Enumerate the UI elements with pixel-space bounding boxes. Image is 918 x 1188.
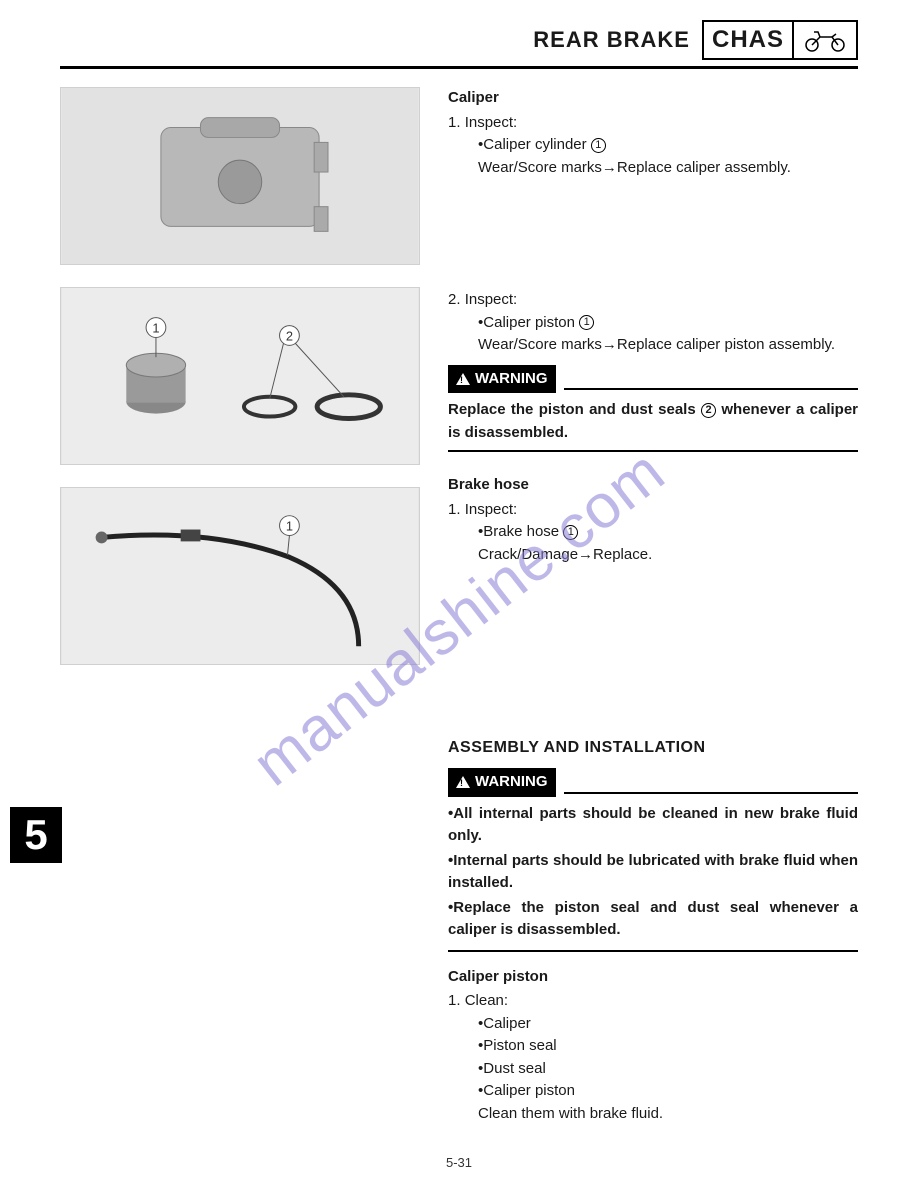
caliper-step-1: 1. Inspect: — [448, 112, 858, 135]
brake-hose-heading: Brake hose — [448, 474, 858, 497]
svg-text:1: 1 — [152, 320, 159, 335]
left-column: 5 1 2 — [60, 87, 420, 1147]
warning-2-header: WARNING — [448, 768, 858, 797]
ref-circle: 1 — [591, 138, 606, 153]
chapter-number-badge: 5 — [10, 807, 62, 863]
caliper-step1-bullet: •Caliper cylinder 1 — [448, 134, 858, 157]
brake-hose-section: Brake hose 1. Inspect: •Brake hose 1 Cra… — [448, 474, 858, 566]
figure-brake-hose: 1 — [60, 487, 420, 665]
brake-hose-bullet: •Brake hose 1 — [448, 521, 858, 544]
brake-hose-action: Crack/Damage→Replace. — [448, 544, 858, 567]
warning-rule — [564, 388, 859, 390]
step-number: 1. — [448, 501, 461, 518]
svg-text:2: 2 — [286, 328, 293, 343]
clean-bullet-4: •Caliper piston — [448, 1080, 858, 1103]
ref-circle: 1 — [563, 525, 578, 540]
page-number: 5-31 — [0, 1155, 918, 1170]
figure-piston-seals: 1 2 — [60, 287, 420, 465]
assembly-heading: ASSEMBLY AND INSTALLATION — [448, 736, 858, 760]
step-number: 1. — [448, 992, 461, 1009]
warning-item-3: •Replace the piston seal and dust seal w… — [448, 897, 858, 942]
bullet-text: Dust seal — [483, 1060, 546, 1077]
step-label: Inspect: — [465, 501, 518, 518]
step-number: 1. — [448, 114, 461, 131]
caliper-heading: Caliper — [448, 87, 858, 110]
right-column: Caliper 1. Inspect: •Caliper cylinder 1 … — [448, 87, 858, 1147]
warning-badge: WARNING — [448, 768, 556, 797]
warning-triangle-icon — [456, 373, 470, 385]
warning-item-text: All internal parts should be cleaned in … — [448, 805, 858, 845]
bullet-text: Caliper — [483, 1015, 531, 1032]
chas-badge: CHAS — [702, 20, 858, 60]
warning-item-text: Internal parts should be lubricated with… — [448, 852, 858, 892]
motorcycle-icon — [794, 22, 856, 58]
svg-text:1: 1 — [286, 519, 293, 534]
clean-note: Clean them with brake fluid. — [448, 1103, 858, 1126]
figure-caliper — [60, 87, 420, 265]
step-number: 2. — [448, 291, 461, 308]
warning-badge: WARNING — [448, 365, 556, 394]
bullet-text: Caliper cylinder — [483, 136, 586, 153]
clean-bullet-2: •Piston seal — [448, 1035, 858, 1058]
header-rule — [60, 66, 858, 69]
warning-item-1: •All internal parts should be cleaned in… — [448, 803, 858, 848]
warning-1-header: WARNING — [448, 365, 858, 394]
warning-1-body: Replace the piston and dust seals 2 when… — [448, 395, 858, 450]
ref-circle: 2 — [701, 403, 716, 418]
caliper-step-2: 2. Inspect: — [448, 289, 858, 312]
caliper-step2-action: Wear/Score marks→Replace caliper piston … — [448, 334, 858, 357]
caliper-piston-step-1: 1. Clean: — [448, 990, 858, 1013]
warning-item-text: Replace the piston seal and dust seal wh… — [448, 899, 858, 939]
step-label: Inspect: — [465, 291, 518, 308]
caliper-section: Caliper 1. Inspect: •Caliper cylinder 1 … — [448, 87, 858, 179]
clean-bullet-1: •Caliper — [448, 1013, 858, 1036]
warning-label: WARNING — [475, 771, 548, 794]
brake-hose-step-1: 1. Inspect: — [448, 499, 858, 522]
bullet-text: Brake hose — [483, 523, 559, 540]
bullet-text: Caliper piston — [483, 1082, 575, 1099]
bullet-text: Piston seal — [483, 1037, 556, 1054]
step-label: Inspect: — [465, 114, 518, 131]
warning-end-rule — [448, 450, 858, 452]
caliper-step-2-block: 2. Inspect: •Caliper piston 1 Wear/Score… — [448, 289, 858, 452]
warning-rule — [564, 792, 859, 794]
section-title: REAR BRAKE — [533, 27, 690, 53]
page-header: REAR BRAKE CHAS — [60, 20, 858, 60]
assembly-section: ASSEMBLY AND INSTALLATION WARNING •All i… — [448, 736, 858, 1125]
ref-circle: 1 — [579, 315, 594, 330]
bullet-text: Caliper piston — [483, 314, 575, 331]
warning-item-2: •Internal parts should be lubricated wit… — [448, 850, 858, 895]
step-label: Clean: — [465, 992, 508, 1009]
chas-text: CHAS — [704, 22, 794, 58]
clean-bullet-3: •Dust seal — [448, 1058, 858, 1081]
warning-end-rule — [448, 950, 858, 952]
warning-text-a: Replace the piston and dust seals — [448, 401, 701, 418]
caliper-step2-bullet: •Caliper piston 1 — [448, 312, 858, 335]
warning-triangle-icon — [456, 776, 470, 788]
warning-2-body: •All internal parts should be cleaned in… — [448, 799, 858, 950]
caliper-step1-action: Wear/Score marks→Replace caliper assembl… — [448, 157, 858, 180]
content-area: 5 1 2 — [60, 87, 858, 1147]
caliper-piston-heading: Caliper piston — [448, 966, 858, 989]
warning-label: WARNING — [475, 368, 548, 391]
